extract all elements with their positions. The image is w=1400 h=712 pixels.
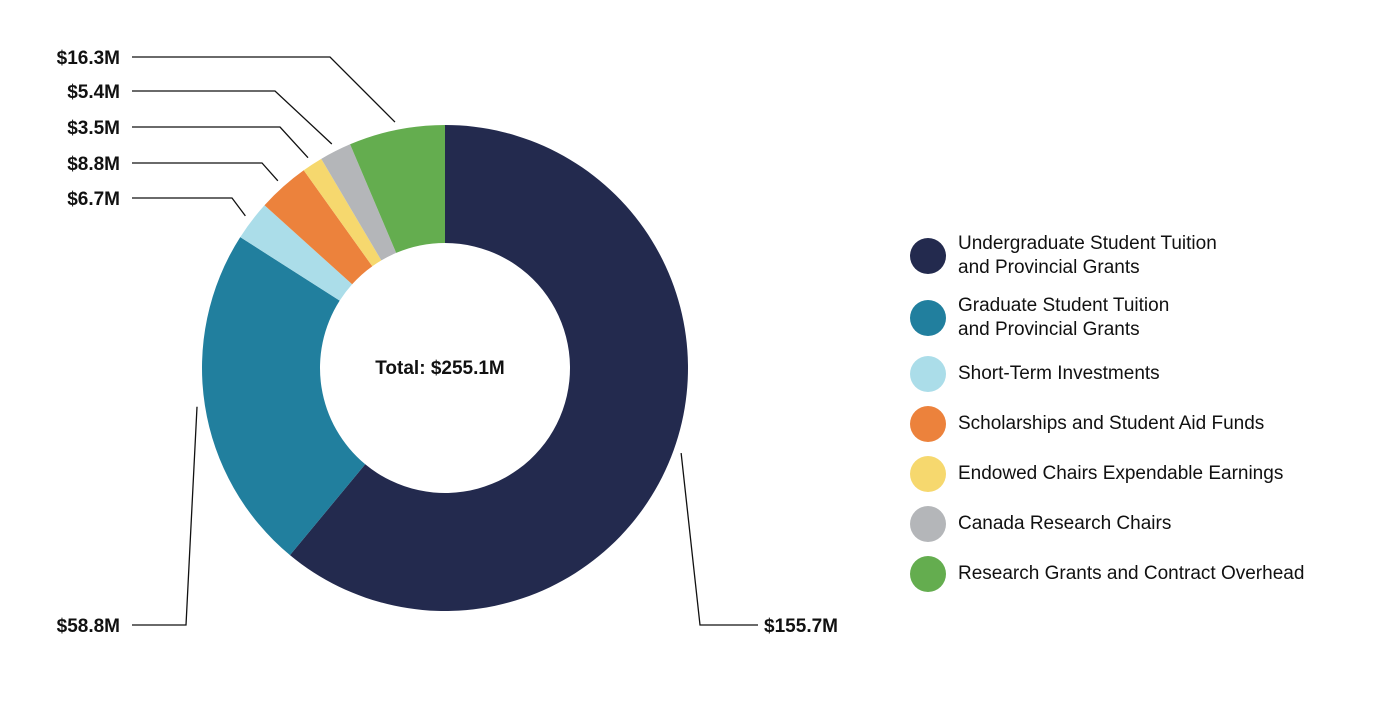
leader-line-scholarships-and-student-aid-funds xyxy=(132,162,279,182)
donut-chart: $155.7M$58.8M$6.7M$8.8M$3.5M$5.4M$16.3M … xyxy=(57,48,838,637)
value-label-short-term-investments: $6.7M xyxy=(67,189,120,210)
slice-scholarships-and-student-aid-funds xyxy=(264,170,373,285)
legend-item-scholarships-and-student-aid-funds: Scholarships and Student Aid Funds xyxy=(910,406,1390,442)
slice-undergraduate-student-tuition-and-provincial-grants xyxy=(289,125,689,611)
legend-swatch xyxy=(910,556,946,592)
legend-item-research-grants-and-contract-overhead: Research Grants and Contract Overhead xyxy=(910,556,1390,592)
legend-item-canada-research-chairs: Canada Research Chairs xyxy=(910,506,1390,542)
legend-swatch xyxy=(910,356,946,392)
slice-graduate-student-tuition-and-provincial-grants xyxy=(201,237,366,556)
legend-label: Short-Term Investments xyxy=(958,363,1160,384)
value-label-graduate-student-tuition-and-provincial-grants: $58.8M xyxy=(57,616,120,637)
legend-label: Endowed Chairs Expendable Earnings xyxy=(958,463,1284,484)
value-labels: $155.7M $58.8M $6.7M $8.8M $3.5M $5.4M $16.3M xyxy=(57,48,838,637)
value-label-endowed-chairs-expendable-earnings: $3.5M xyxy=(67,118,120,139)
leader-line-undergraduate-student-tuition-and-provincial-grants xyxy=(680,453,758,626)
legend-label: Graduate Student Tuition and Provincial … xyxy=(958,295,1170,340)
legend-swatch xyxy=(910,406,946,442)
value-label-canada-research-chairs: $5.4M xyxy=(67,82,120,103)
slice-short-term-investments xyxy=(240,205,353,301)
legend-label: Canada Research Chairs xyxy=(958,513,1172,534)
value-label-undergraduate-student-tuition-and-provincial-grants: $155.7M xyxy=(764,616,838,637)
legend-item-short-term-investments: Short-Term Investments xyxy=(910,356,1390,392)
legend-label: Undergraduate Student Tuition and Provin… xyxy=(958,233,1217,278)
leader-line-research-grants-and-contract-overhead xyxy=(132,56,396,123)
legend-label: Scholarships and Student Aid Funds xyxy=(958,413,1265,434)
legend-swatch xyxy=(910,456,946,492)
leader-line-canada-research-chairs xyxy=(132,90,333,145)
legend-label: Research Grants and Contract Overhead xyxy=(958,563,1305,584)
value-label-scholarships-and-student-aid-funds: $8.8M xyxy=(67,154,120,175)
slice-research-grants-and-contract-overhead xyxy=(350,125,445,253)
legend-item-graduate-student-tuition-and-provincial-grants: Graduate Student Tuition and Provincial … xyxy=(910,294,1390,342)
slice-canada-research-chairs xyxy=(321,144,397,261)
legend: Undergraduate Student Tuition and Provin… xyxy=(910,232,1390,606)
legend-swatch xyxy=(910,506,946,542)
center-total-label: Total: $255.1M xyxy=(375,358,505,379)
legend-swatch xyxy=(910,238,946,274)
leader-line-endowed-chairs-expendable-earnings xyxy=(132,126,309,159)
leader-line-graduate-student-tuition-and-provincial-grants xyxy=(132,406,198,626)
slice-endowed-chairs-expendable-earnings xyxy=(303,158,382,267)
donut-slices xyxy=(201,125,689,611)
legend-item-endowed-chairs-expendable-earnings: Endowed Chairs Expendable Earnings xyxy=(910,456,1390,492)
legend-item-undergraduate-student-tuition-and-provincial-grants: Undergraduate Student Tuition and Provin… xyxy=(910,232,1390,280)
leader-line-short-term-investments xyxy=(132,197,246,217)
legend-swatch xyxy=(910,300,946,336)
leader-lines xyxy=(132,56,758,626)
value-label-research-grants-and-contract-overhead: $16.3M xyxy=(57,48,120,69)
